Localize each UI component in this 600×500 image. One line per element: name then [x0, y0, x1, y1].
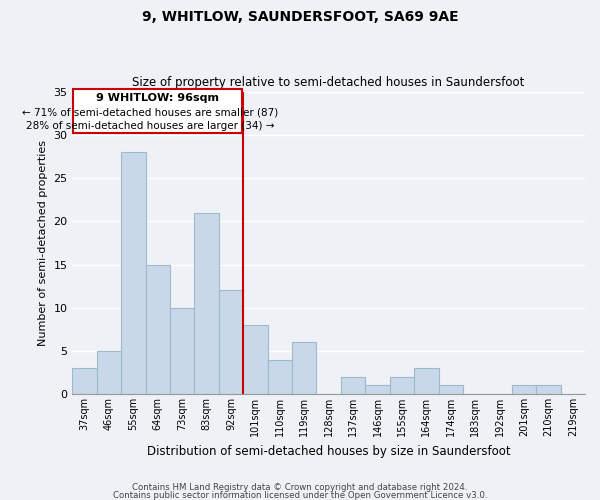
Text: 9 WHITLOW: 96sqm: 9 WHITLOW: 96sqm	[96, 93, 219, 103]
Bar	[341, 377, 365, 394]
Text: Contains HM Land Registry data © Crown copyright and database right 2024.: Contains HM Land Registry data © Crown c…	[132, 484, 468, 492]
X-axis label: Distribution of semi-detached houses by size in Saundersfoot: Distribution of semi-detached houses by …	[147, 444, 511, 458]
Text: 28% of semi-detached houses are larger (34) →: 28% of semi-detached houses are larger (…	[26, 120, 275, 130]
Bar	[194, 213, 219, 394]
FancyBboxPatch shape	[73, 88, 242, 134]
Title: Size of property relative to semi-detached houses in Saundersfoot: Size of property relative to semi-detach…	[133, 76, 525, 90]
Bar	[389, 377, 414, 394]
Bar	[268, 360, 292, 394]
Text: Contains public sector information licensed under the Open Government Licence v3: Contains public sector information licen…	[113, 490, 487, 500]
Bar	[536, 386, 560, 394]
Text: ← 71% of semi-detached houses are smaller (87): ← 71% of semi-detached houses are smalle…	[22, 108, 278, 118]
Bar	[219, 290, 243, 394]
Bar	[365, 386, 389, 394]
Text: 9, WHITLOW, SAUNDERSFOOT, SA69 9AE: 9, WHITLOW, SAUNDERSFOOT, SA69 9AE	[142, 10, 458, 24]
Bar	[170, 308, 194, 394]
Bar	[512, 386, 536, 394]
Bar	[414, 368, 439, 394]
Bar	[292, 342, 316, 394]
Bar	[439, 386, 463, 394]
Bar	[243, 325, 268, 394]
Bar	[121, 152, 146, 394]
Bar	[72, 368, 97, 394]
Bar	[146, 264, 170, 394]
Bar	[97, 351, 121, 394]
Y-axis label: Number of semi-detached properties: Number of semi-detached properties	[38, 140, 48, 346]
